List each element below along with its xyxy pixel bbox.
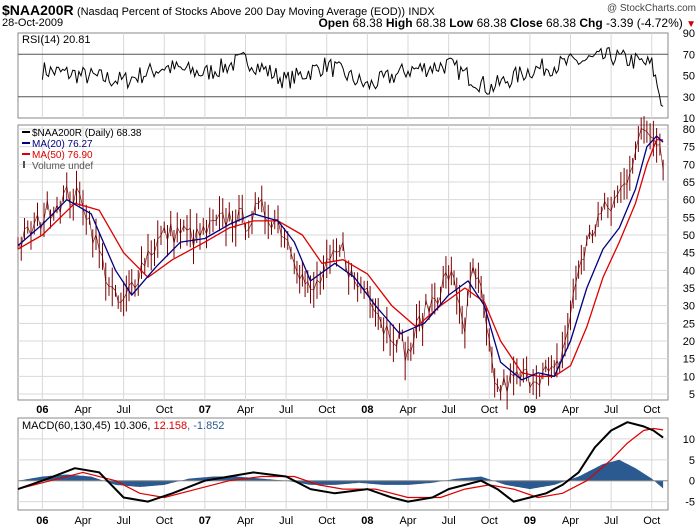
price-tick-label: 15 [683, 354, 695, 366]
rsi-tick-label: 90 [683, 28, 695, 40]
price-panel-frame [17, 124, 669, 401]
price-x-tick-label: Oct [156, 404, 173, 416]
price-x-tick-label: Jul [442, 404, 456, 416]
macd-title-part: 12.158 [153, 420, 187, 432]
high-value: 68.38 [415, 16, 446, 30]
price-tick-label: 75 [683, 142, 695, 154]
rsi-line [41, 46, 664, 107]
price-x-tick-label: Apr [74, 404, 91, 416]
macd-panel: -5 0 5 10 MACD(60,130,45) 10.306, 12.158, -1… [17, 417, 695, 511]
price-tick-label: 40 [683, 265, 695, 277]
rsi-tick-label: 10 [683, 113, 695, 125]
legend-entry: MA(20) 76.27 [32, 139, 93, 150]
price-x-tick-label: Oct [318, 404, 335, 416]
price-panel: 5 10 15 20 25 30 35 40 45 50 55 60 65 70 75 80 $NAA200R … [17, 116, 695, 410]
low-label: Low [449, 16, 474, 30]
macd-x-tick-label: Oct [318, 515, 335, 527]
price-tick-label: 45 [683, 248, 695, 260]
price-tick-label: 20 [683, 336, 695, 348]
macd-title: MACD(60,130,45) 10.306, 12.158, -1.852 [22, 420, 224, 432]
open-value: 68.38 [352, 16, 383, 30]
price-x-tick-label: Oct [481, 404, 498, 416]
price-tick-label: 65 [683, 177, 695, 189]
price-tick-label: 10 [683, 371, 695, 383]
rsi-tick-label: 70 [683, 49, 695, 61]
price-tick-label: 60 [683, 195, 695, 207]
macd-x-tick-label: Apr [562, 515, 579, 527]
exchange: INDX [408, 6, 435, 18]
rsi-title: RSI(14) 20.81 [22, 34, 90, 46]
price-tick-label: 70 [683, 159, 695, 171]
price-tick-label: 80 [683, 124, 695, 136]
price-x-tick-label: Jul [279, 404, 293, 416]
price-tick-label: 50 [683, 230, 695, 242]
ma50-line [17, 138, 664, 377]
macd-x-tick-label: Apr [399, 515, 416, 527]
price-x-tick-label: Jul [117, 404, 131, 416]
macd-x-tick-label: 06 [36, 515, 48, 527]
symbol: $NAA200R [2, 2, 74, 18]
legend-entry: $NAA200R (Daily) 68.38 [32, 128, 142, 139]
macd-x-tick-label: Oct [643, 515, 660, 527]
price-x-tick-label: Jul [604, 404, 618, 416]
macd-x-tick-label: Oct [156, 515, 173, 527]
chart-title: $NAA200R (Nasdaq Percent of Stocks Above… [2, 2, 435, 18]
price-x-tick-label: Apr [562, 404, 579, 416]
down-arrow-icon: ▼ [686, 19, 696, 30]
macd-panel-frame [17, 417, 669, 511]
macd-x-tick-label: Jul [604, 515, 618, 527]
price-tick-label: 25 [683, 318, 695, 330]
macd-tick-label: 5 [689, 455, 695, 467]
chg-value: -3.39 (-4.72%) [606, 16, 683, 30]
price-x-tick-label: Apr [399, 404, 416, 416]
close-value: 68.38 [546, 16, 577, 30]
close-label: Close [509, 16, 543, 30]
watermark: @ StockCharts.com [606, 3, 696, 14]
macd-title-part: , -1.852 [187, 420, 224, 432]
legend-entry: MA(50) 76.90 [32, 150, 93, 161]
macd-tick-label: 10 [683, 434, 695, 446]
macd-x-tick-label: Jul [117, 515, 131, 527]
macd-line [17, 421, 664, 503]
price-tick-label: 5 [689, 389, 695, 401]
price-tick-label: 35 [683, 283, 695, 295]
price-x-tick-label: Oct [643, 404, 660, 416]
price-tick-label: 30 [683, 301, 695, 313]
volume-bars-icon [23, 161, 25, 168]
macd-histogram [18, 459, 664, 490]
macd-signal-line [17, 427, 664, 499]
price-x-tick-label: 07 [199, 404, 211, 416]
macd-x-tick-label: Jul [279, 515, 293, 527]
price-x-tick-label: 09 [524, 404, 536, 416]
date: 28-Oct-2009 [2, 17, 64, 29]
macd-x-tick-label: 09 [524, 515, 536, 527]
macd-tick-label: 0 [689, 476, 695, 488]
ohlc-readout: Open 68.38 High 68.38 Low 68.38 Close 68… [318, 16, 696, 30]
legend-entry: Volume undef [32, 161, 93, 172]
macd-x-tick-label: Jul [442, 515, 456, 527]
low-value: 68.38 [476, 16, 507, 30]
price-x-tick-label: Apr [237, 404, 254, 416]
rsi-tick-label: 50 [683, 71, 695, 83]
macd-x-tick-label: 07 [199, 515, 211, 527]
price-x-tick-label: 08 [361, 404, 373, 416]
rsi-tick-label: 30 [683, 92, 695, 104]
description: (Nasdaq Percent of Stocks Above 200 Day … [76, 6, 406, 18]
macd-x-tick-label: Apr [237, 515, 254, 527]
macd-x-tick-label: Apr [74, 515, 91, 527]
macd-tick-label: -5 [685, 497, 695, 509]
macd-title-part: MACD(60,130,45) 10.306, [22, 420, 153, 432]
chg-label: Chg [579, 16, 603, 30]
open-label: Open [318, 16, 350, 30]
price-x-tick-label: 06 [36, 404, 48, 416]
price-tick-label: 55 [683, 212, 695, 224]
macd-x-tick-label: Oct [481, 515, 498, 527]
rsi-panel: 10 30 50 70 90 RSI(14) 20.81 [17, 28, 695, 125]
high-label: High [385, 16, 413, 30]
macd-x-tick-label: 08 [361, 515, 373, 527]
ma20-line [17, 135, 664, 381]
